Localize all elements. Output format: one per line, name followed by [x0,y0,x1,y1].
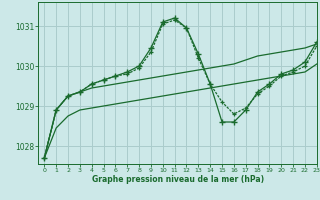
X-axis label: Graphe pression niveau de la mer (hPa): Graphe pression niveau de la mer (hPa) [92,175,264,184]
